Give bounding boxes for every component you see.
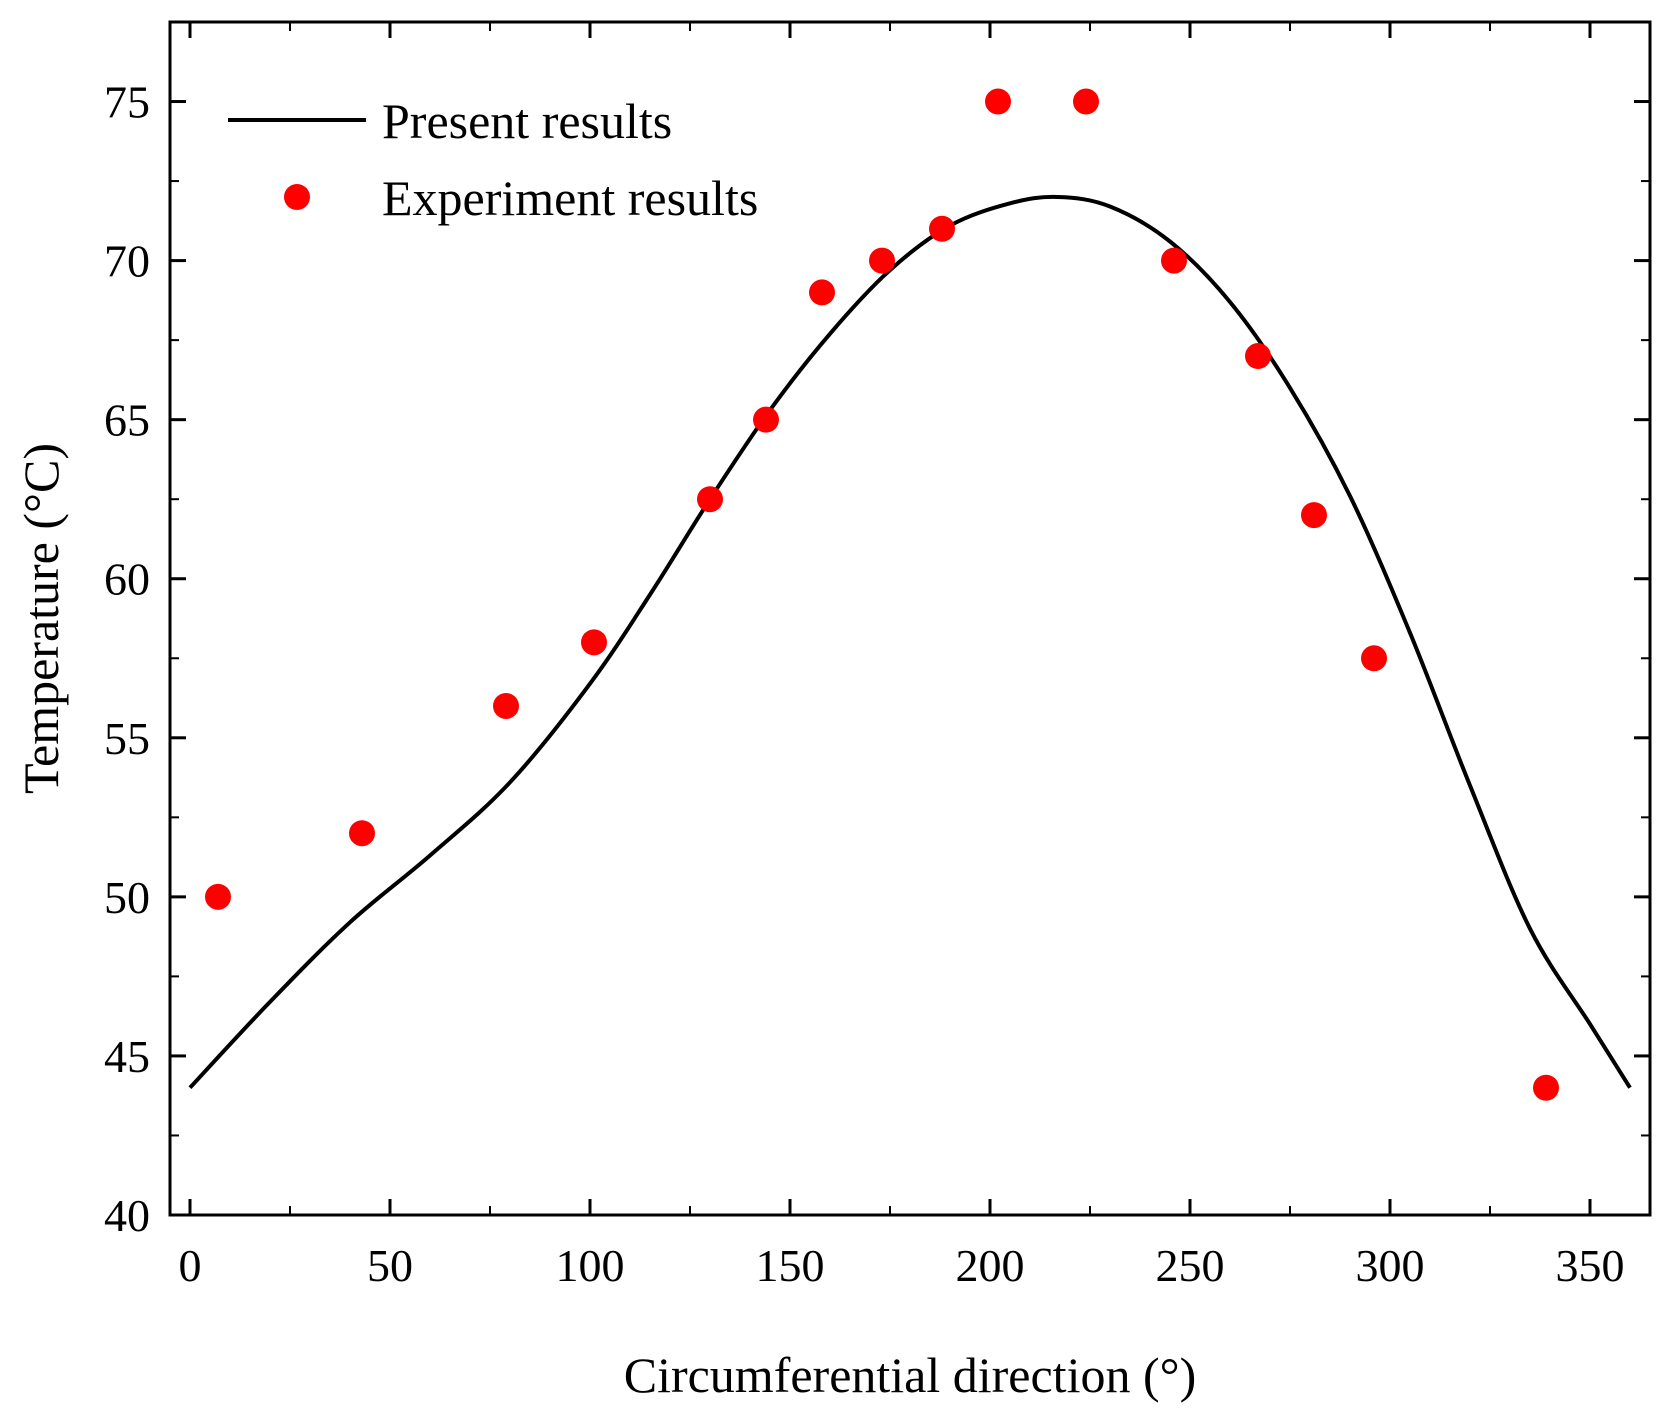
y-tick-label: 40 bbox=[104, 1190, 150, 1241]
legend-label-experiment-results: Experiment results bbox=[382, 170, 758, 226]
data-point-experiment bbox=[869, 247, 895, 274]
y-tick-label: 75 bbox=[104, 77, 150, 128]
data-point-experiment bbox=[697, 486, 723, 513]
data-point-experiment bbox=[929, 215, 955, 242]
legend: Present results Experiment results bbox=[228, 93, 758, 226]
x-tick-label: 300 bbox=[1356, 1240, 1425, 1291]
data-point-experiment bbox=[493, 692, 519, 719]
series-line-present-results bbox=[188, 194, 1632, 1090]
x-tick-label: 350 bbox=[1556, 1240, 1625, 1291]
plot-border bbox=[168, 20, 1652, 1217]
x-axis-ticks: 0 50 100 150 200 250 300 350 bbox=[179, 22, 1625, 1291]
x-tick-label: 100 bbox=[556, 1240, 625, 1291]
series-layer bbox=[188, 88, 1632, 1101]
y-tick-label: 50 bbox=[104, 872, 150, 923]
y-tick-label: 70 bbox=[104, 236, 150, 287]
data-point-experiment bbox=[1161, 247, 1187, 274]
data-point-experiment bbox=[753, 406, 779, 433]
data-point-experiment bbox=[581, 629, 607, 656]
y-tick-label: 65 bbox=[104, 395, 150, 446]
legend-dot-swatch bbox=[284, 184, 310, 210]
legend-label-present-results: Present results bbox=[382, 93, 672, 149]
data-point-experiment bbox=[809, 279, 835, 306]
x-tick-label: 250 bbox=[1156, 1240, 1225, 1291]
y-tick-label: 55 bbox=[104, 713, 150, 764]
data-point-experiment bbox=[1073, 88, 1099, 115]
data-point-experiment bbox=[1533, 1074, 1559, 1101]
x-axis-title: Circumferential direction (°) bbox=[624, 1347, 1197, 1403]
y-axis-ticks: 40 45 50 55 60 65 70 75 bbox=[104, 77, 1650, 1241]
data-point-experiment bbox=[205, 883, 231, 910]
data-point-experiment bbox=[1301, 502, 1327, 529]
plot-frame bbox=[168, 20, 1652, 1217]
y-axis-title: Temperature (°C) bbox=[13, 443, 69, 794]
y-tick-label: 45 bbox=[104, 1031, 150, 1082]
x-tick-label: 0 bbox=[179, 1240, 202, 1291]
data-point-experiment bbox=[1245, 343, 1271, 370]
y-tick-label: 60 bbox=[104, 554, 150, 605]
data-point-experiment bbox=[349, 820, 375, 847]
x-tick-label: 50 bbox=[367, 1240, 413, 1291]
data-point-experiment bbox=[985, 88, 1011, 115]
data-point-experiment bbox=[1361, 645, 1387, 672]
x-tick-label: 200 bbox=[956, 1240, 1025, 1291]
x-tick-label: 150 bbox=[756, 1240, 825, 1291]
